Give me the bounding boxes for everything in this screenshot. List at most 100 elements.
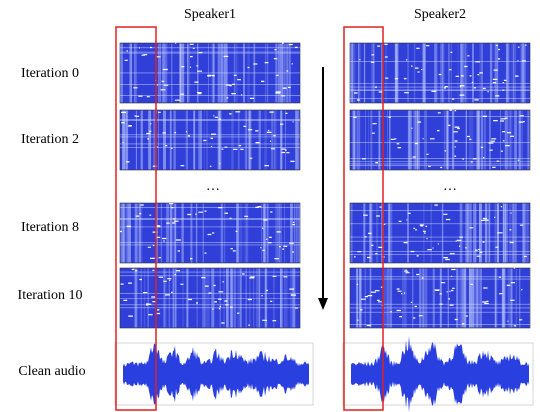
spectrogram-stripe: [460, 269, 461, 328]
spectrogram-stripe: [523, 44, 525, 103]
spectrogram-stripe: [425, 269, 428, 328]
spectrogram-stripe: [510, 111, 512, 170]
spectrogram-stripe: [447, 111, 449, 170]
spectrogram-stripe: [186, 269, 188, 328]
spectrogram-stripe: [465, 204, 468, 263]
spectrogram-stripe: [370, 111, 372, 170]
spectrogram-stripe: [466, 111, 467, 170]
spectrogram-stripe: [246, 269, 247, 328]
spectrogram-stripe: [386, 269, 389, 328]
spectrogram-stripe: [495, 204, 496, 263]
spectrogram-stripe: [190, 204, 192, 263]
spectrogram-stripe: [527, 111, 529, 170]
spectrogram-stripe: [290, 269, 293, 328]
spectrogram-stripe: [175, 269, 177, 328]
spectrogram-stripe: [296, 204, 297, 263]
spectrogram-stripe: [475, 204, 477, 263]
spectrogram-stripe: [183, 269, 184, 328]
spectrogram-stripe: [511, 269, 513, 328]
spectrogram-stripe: [466, 44, 468, 103]
spectrogram-stripe: [515, 204, 517, 263]
spectrogram-stripe: [514, 111, 517, 170]
spectrogram-stripe: [209, 269, 210, 328]
spectrogram-stripe: [353, 111, 356, 170]
spectrogram-stripe: [513, 44, 516, 103]
spectrogram: [120, 203, 300, 263]
spectrogram-stripe: [462, 269, 463, 328]
spectrogram-stripe: [356, 269, 358, 328]
spectrogram-stripe: [448, 269, 449, 328]
spectrogram-stripe: [267, 204, 269, 263]
spectrogram-stripe: [484, 111, 486, 170]
spectrogram-stripe: [460, 44, 463, 103]
spectrogram-stripe: [358, 44, 361, 103]
spectrogram-stripe: [414, 44, 416, 103]
spectrogram-stripe: [365, 269, 367, 328]
spectrogram-stripe: [277, 204, 280, 263]
spectrogram-stripe: [182, 204, 184, 263]
spectrogram-stripe: [378, 111, 380, 170]
spectrogram-stripe: [294, 204, 296, 263]
spectrogram-stripe: [396, 44, 399, 103]
spectrogram-stripe: [280, 269, 281, 328]
spectrogram-stripe: [169, 269, 170, 328]
spectrogram-stripe: [460, 204, 463, 263]
spectrogram-stripe: [503, 204, 504, 263]
spectrogram-stripe: [135, 204, 138, 263]
spectrogram-stripe: [452, 111, 454, 170]
spectrogram-stripe: [496, 44, 498, 103]
spectrogram-stripe: [417, 111, 420, 170]
spectrogram-stripe: [141, 269, 142, 328]
spectrogram-stripe: [256, 269, 258, 328]
spectrogram-stripe: [359, 269, 361, 328]
spectrogram-stripe: [365, 111, 366, 170]
spectrogram-stripe: [141, 204, 143, 263]
spectrogram-stripe: [352, 44, 355, 103]
spectrogram-stripe: [497, 204, 498, 263]
spectrogram-stripe: [139, 204, 141, 263]
spectrogram-stripe: [507, 44, 510, 103]
spectrogram-stripe: [440, 269, 442, 328]
spectrogram-stripe: [211, 269, 214, 328]
spectrogram-stripe: [224, 204, 226, 263]
spectrogram-stripe: [368, 111, 369, 170]
spectrogram-stripe: [479, 204, 482, 263]
column-header: Speaker1: [184, 7, 236, 22]
spectrogram-stripe: [469, 269, 471, 328]
spectrogram-stripe: [514, 204, 515, 263]
spectrogram: [350, 43, 530, 103]
spectrogram-stripe: [290, 204, 293, 263]
spectrogram-stripe: [485, 204, 488, 263]
spectrogram-stripe: [220, 269, 221, 328]
spectrogram-stripe: [407, 44, 409, 103]
spectrogram-stripe: [238, 269, 239, 328]
spectrogram-stripe: [407, 204, 409, 263]
spectrogram-stripe: [470, 111, 471, 170]
spectrogram-stripe: [404, 269, 407, 328]
spectrogram-stripe: [144, 269, 145, 328]
spectrogram-stripe: [122, 204, 125, 263]
spectrogram-stripe: [412, 269, 413, 328]
spectrogram-stripe: [134, 269, 136, 328]
spectrogram-stripe: [370, 269, 371, 328]
spectrogram-stripe: [364, 44, 365, 103]
spectrogram-stripe: [522, 204, 523, 263]
spectrogram-stripe: [442, 44, 444, 103]
spectrogram-stripe: [170, 204, 173, 263]
spectrogram-stripe: [507, 111, 508, 170]
spectrogram-stripe: [423, 269, 425, 328]
spectrogram-stripe: [275, 204, 277, 263]
row-label: Iteration 2: [21, 132, 79, 147]
spectrogram-stripe: [280, 204, 281, 263]
row-label: Iteration 10: [18, 288, 83, 303]
spectrogram-stripe: [408, 111, 410, 170]
spectrogram-stripe: [512, 44, 513, 103]
spectrogram-stripe: [529, 269, 530, 328]
spectrogram-stripe: [164, 269, 167, 328]
spectrogram-stripe: [512, 204, 514, 263]
row-label: Clean audio: [18, 364, 85, 379]
spectrogram-stripe: [521, 111, 522, 170]
spectrogram-stripe: [148, 269, 149, 328]
spectrogram-stripe: [273, 269, 275, 328]
spectrogram-stripe: [224, 269, 225, 328]
